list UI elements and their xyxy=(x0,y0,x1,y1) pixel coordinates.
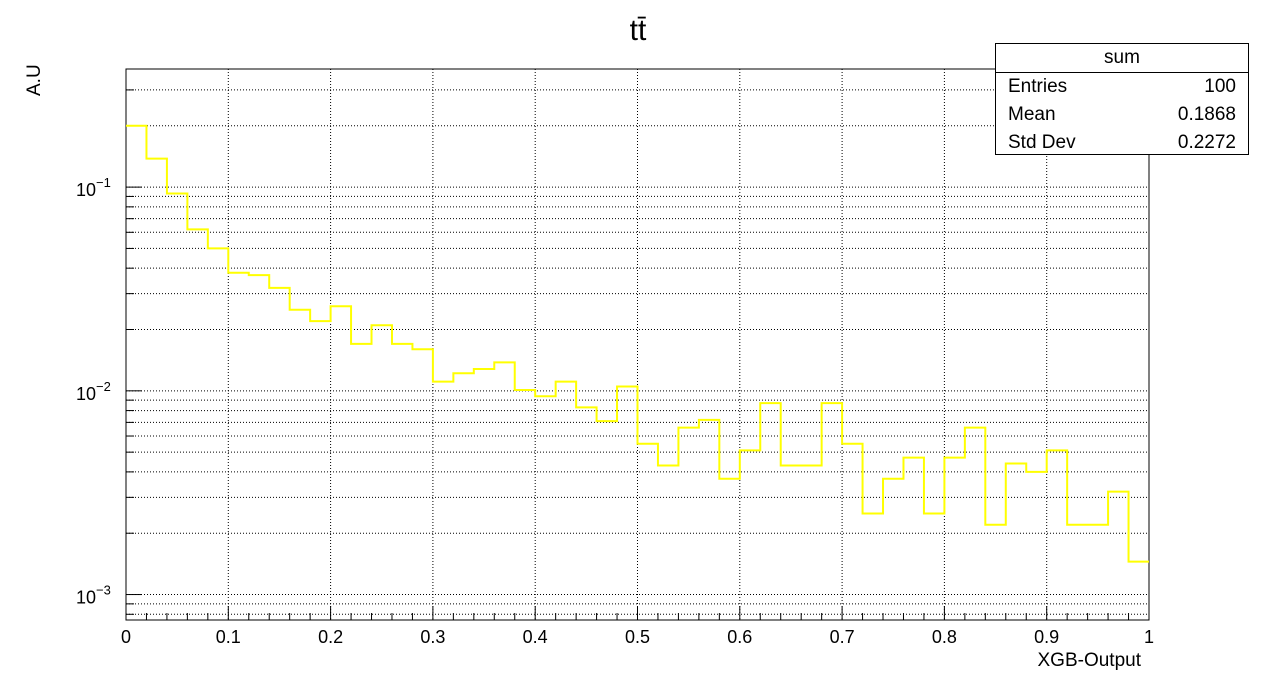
x-axis-label: XGB-Output xyxy=(1037,650,1142,671)
stats-row-stddev: Std Dev 0.2272 xyxy=(996,129,1248,157)
x-tick-label: 0.9 xyxy=(1034,627,1059,647)
x-tick-label: 0.1 xyxy=(216,627,241,647)
y-axis-label: A.U xyxy=(24,64,45,96)
histogram-line xyxy=(126,124,1149,563)
chart-title: tt̄ xyxy=(629,14,647,47)
stats-label: Std Dev xyxy=(1008,132,1076,153)
x-tick-label: 0.6 xyxy=(727,627,752,647)
y-tick-label: 10−1 xyxy=(76,175,111,200)
stats-box: sum Entries 100 Mean 0.1868 Std Dev 0.22… xyxy=(995,43,1249,155)
stats-value: 0.1868 xyxy=(1177,104,1236,125)
x-tick-label: 0.2 xyxy=(318,627,343,647)
y-tick-label: 10−2 xyxy=(76,379,111,404)
x-tick-label: 0.4 xyxy=(523,627,548,647)
stats-label: Mean xyxy=(1008,104,1056,125)
x-tick-label: 0 xyxy=(121,627,131,647)
stats-header: sum xyxy=(996,44,1248,73)
x-tick-label: 1 xyxy=(1144,627,1154,647)
stats-row-mean: Mean 0.1868 xyxy=(996,101,1248,129)
x-tick-label: 0.7 xyxy=(830,627,855,647)
stats-value: 100 xyxy=(1204,76,1236,97)
y-tick-label: 10−3 xyxy=(76,583,111,608)
x-tick-label: 0.8 xyxy=(932,627,957,647)
stats-row-entries: Entries 100 xyxy=(996,73,1248,101)
stats-label: Entries xyxy=(1008,76,1068,97)
x-tick-label: 0.3 xyxy=(420,627,445,647)
x-tick-label: 0.5 xyxy=(625,627,650,647)
stats-value: 0.2272 xyxy=(1177,132,1236,153)
